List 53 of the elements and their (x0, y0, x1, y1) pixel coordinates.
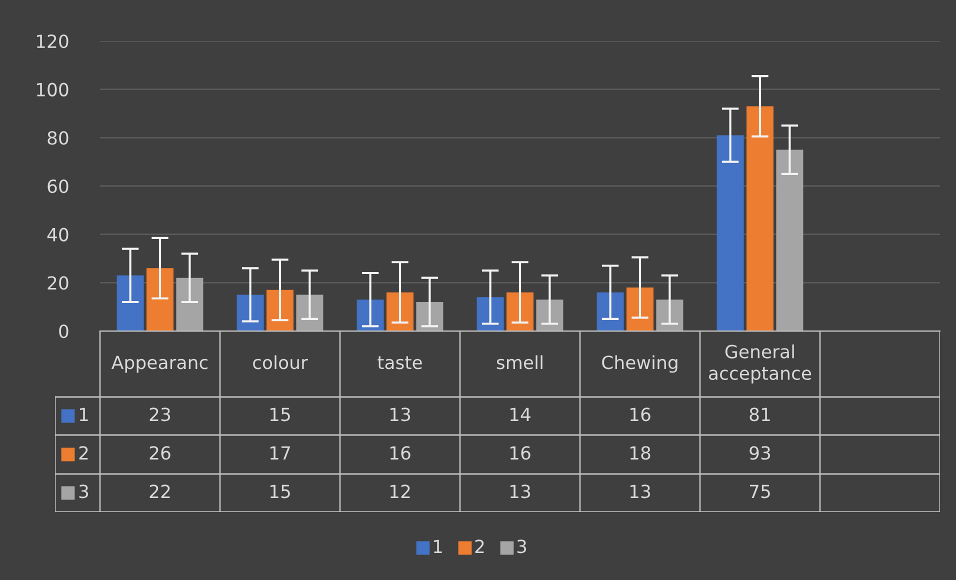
bar (536, 300, 564, 331)
bar (266, 290, 294, 331)
data-label: 13 (390, 408, 410, 422)
bar (146, 268, 174, 331)
data-label: 23 (150, 408, 170, 422)
bar (116, 275, 144, 331)
x-tick-label: colour (253, 355, 308, 370)
data-label: 18 (630, 446, 650, 460)
legend-label: 1 (80, 408, 88, 421)
bar (746, 106, 774, 331)
x-tick-label: taste (378, 356, 422, 370)
bar (626, 288, 654, 331)
x-tick-label: smell (496, 355, 542, 370)
bar (416, 302, 444, 331)
x-tick-label: Chewing (602, 355, 678, 373)
bar (596, 292, 624, 331)
bar (176, 278, 204, 331)
bar (296, 294, 324, 331)
data-label: 14 (510, 408, 530, 421)
data-label: 13 (630, 484, 650, 498)
data-label: 81 (750, 408, 770, 422)
text: 3 (517, 540, 526, 554)
y-tick-label: 40 (47, 228, 68, 242)
data-label: 13 (510, 484, 530, 498)
data-label: 22 (150, 484, 170, 498)
text: 2 (475, 540, 484, 553)
bar (776, 150, 804, 331)
data-label: 17 (270, 446, 290, 460)
y-tick-label: 20 (48, 276, 68, 290)
y-tick-label: 120 (36, 34, 68, 48)
bar (386, 292, 414, 331)
data-label: 75 (750, 484, 770, 498)
bar (236, 294, 264, 331)
y-tick-label: 0 (59, 324, 68, 338)
data-label: 16 (510, 446, 530, 460)
x-tick-label: General acceptance (709, 344, 812, 384)
bar (716, 135, 744, 331)
legend-label: 3 (79, 484, 88, 498)
data-label: 12 (390, 484, 410, 498)
data-label: 16 (390, 446, 410, 460)
y-tick-label: 80 (48, 131, 68, 145)
legend-label: 2 (79, 446, 88, 460)
data-label: 15 (270, 408, 290, 422)
bar (656, 300, 684, 331)
data-label: 93 (750, 446, 770, 460)
text: 1 (434, 540, 442, 553)
x-tick-label: Appearanc (111, 356, 208, 373)
y-tick-label: 60 (48, 179, 68, 194)
data-label: 15 (270, 484, 290, 498)
bar (506, 292, 534, 331)
y-tick-label: 100 (36, 82, 68, 96)
data-label: 26 (150, 446, 170, 460)
data-label: 16 (630, 408, 650, 422)
